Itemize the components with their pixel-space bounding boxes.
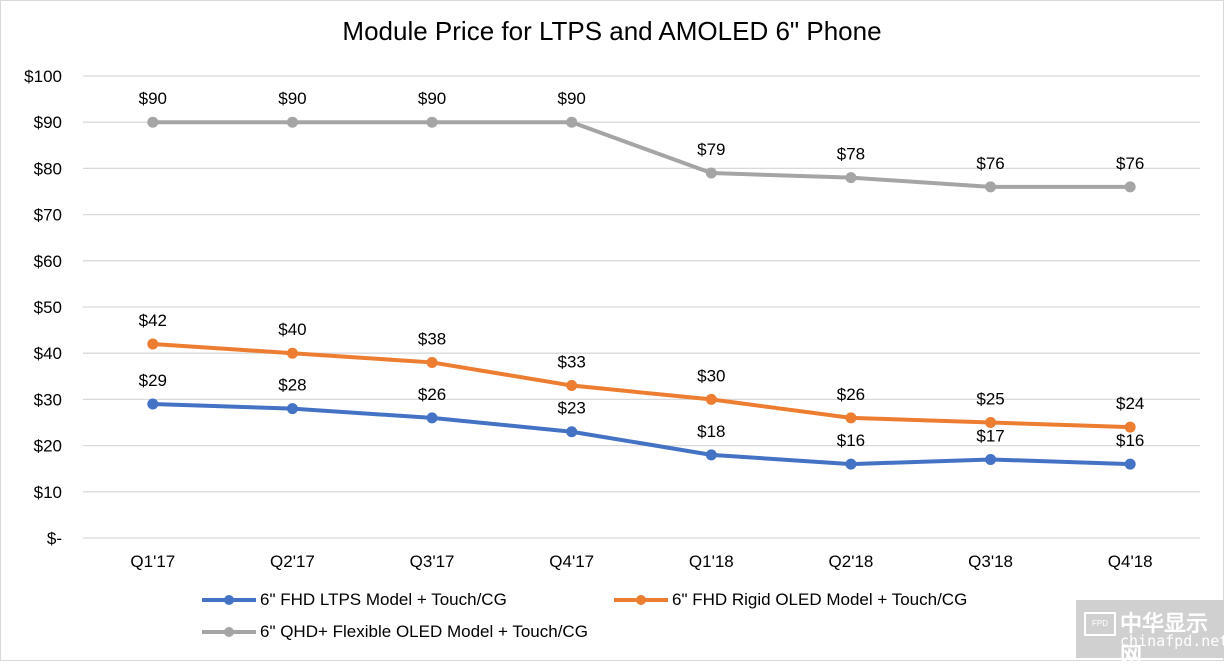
x-tick-label: Q1'18 bbox=[689, 552, 734, 571]
data-point bbox=[286, 347, 298, 359]
watermark: FPD 中华显示网 chinafpd.net bbox=[1076, 600, 1224, 668]
x-tick-label: Q2'17 bbox=[270, 552, 315, 571]
series-lines bbox=[147, 116, 1136, 470]
y-tick-label: $80 bbox=[34, 159, 62, 178]
x-tick-label: Q4'18 bbox=[1108, 552, 1153, 571]
data-label: $90 bbox=[139, 89, 167, 108]
y-axis-ticks: $- $10 $20 $30 $40 $50 $60 $70 $80 $90 $100 bbox=[24, 67, 62, 548]
data-label: $26 bbox=[418, 385, 446, 404]
series-line bbox=[152, 120, 1131, 189]
x-axis-ticks: Q1'17 Q2'17 Q3'17 Q4'17 Q1'18 Q2'18 Q3'18 Q4'18 bbox=[130, 552, 1152, 571]
data-label: $23 bbox=[558, 399, 586, 418]
data-point bbox=[845, 412, 857, 424]
data-point bbox=[426, 412, 438, 424]
gridlines bbox=[83, 75, 1200, 539]
data-point bbox=[705, 449, 717, 461]
x-tick-label: Q3'17 bbox=[410, 552, 455, 571]
data-label: $25 bbox=[976, 390, 1004, 409]
y-tick-label: $40 bbox=[34, 344, 62, 363]
legend-item-rigid-oled[interactable]: 6" FHD Rigid OLED Model + Touch/CG bbox=[612, 590, 967, 610]
y-tick-label: $60 bbox=[34, 252, 62, 271]
data-point bbox=[147, 338, 159, 350]
y-tick-label: $20 bbox=[34, 437, 62, 456]
data-point bbox=[566, 116, 578, 128]
data-point bbox=[286, 403, 298, 415]
data-label: $18 bbox=[697, 422, 725, 441]
watermark-en: chinafpd.net bbox=[1120, 632, 1224, 650]
data-label: $33 bbox=[558, 353, 586, 372]
data-point bbox=[286, 116, 298, 128]
legend-marker-flexible-oled bbox=[202, 627, 256, 637]
x-tick-label: Q2'18 bbox=[829, 552, 874, 571]
data-label: $17 bbox=[976, 426, 1004, 445]
data-label: $76 bbox=[1116, 154, 1144, 173]
y-tick-label: $10 bbox=[34, 483, 62, 502]
data-label: $16 bbox=[837, 431, 865, 450]
data-label: $78 bbox=[837, 145, 865, 164]
data-label: $38 bbox=[418, 329, 446, 348]
data-point bbox=[985, 181, 997, 193]
data-point bbox=[845, 458, 857, 470]
data-label: $40 bbox=[278, 320, 306, 339]
data-point bbox=[1124, 421, 1136, 433]
data-label: $29 bbox=[139, 371, 167, 390]
data-point bbox=[566, 380, 578, 392]
data-label: $42 bbox=[139, 311, 167, 330]
x-tick-label: Q3'18 bbox=[968, 552, 1013, 571]
legend-item-ltps[interactable]: 6" FHD LTPS Model + Touch/CG bbox=[200, 590, 507, 610]
data-label: $90 bbox=[418, 89, 446, 108]
data-label: $30 bbox=[697, 366, 725, 385]
y-tick-label: $100 bbox=[24, 67, 62, 86]
data-point bbox=[426, 356, 438, 368]
data-point bbox=[566, 426, 578, 438]
data-label: $16 bbox=[1116, 431, 1144, 450]
data-label: $26 bbox=[837, 385, 865, 404]
data-label: $79 bbox=[697, 140, 725, 159]
data-labels: $29 $28 $26 $23 $18 $16 $17 $16 $42 $40 $38 $33 $30 $… bbox=[139, 89, 1145, 450]
series-line bbox=[152, 402, 1131, 467]
data-point bbox=[845, 172, 857, 184]
y-tick-label: $- bbox=[47, 529, 62, 548]
y-tick-label: $50 bbox=[34, 298, 62, 317]
legend-label-ltps: 6" FHD LTPS Model + Touch/CG bbox=[260, 590, 507, 609]
y-tick-label: $90 bbox=[34, 113, 62, 132]
x-tick-label: Q4'17 bbox=[549, 552, 594, 571]
data-label: $90 bbox=[278, 89, 306, 108]
legend-marker-rigid-oled bbox=[614, 595, 668, 605]
y-tick-label: $30 bbox=[34, 390, 62, 409]
data-label: $90 bbox=[558, 89, 586, 108]
chart-title: Module Price for LTPS and AMOLED 6" Phon… bbox=[342, 16, 882, 46]
data-point bbox=[985, 453, 997, 465]
data-label: $76 bbox=[976, 154, 1004, 173]
data-point bbox=[985, 417, 997, 428]
legend-item-flexible-oled[interactable]: 6" QHD+ Flexible OLED Model + Touch/CG bbox=[200, 622, 588, 642]
legend-marker-ltps bbox=[202, 595, 256, 605]
monitor-icon: FPD bbox=[1084, 612, 1116, 636]
x-tick-label: Q1'17 bbox=[130, 552, 175, 571]
data-label: $24 bbox=[1116, 394, 1144, 413]
data-point bbox=[147, 116, 159, 128]
legend-label-flexible-oled: 6" QHD+ Flexible OLED Model + Touch/CG bbox=[260, 622, 588, 641]
data-point bbox=[705, 393, 717, 405]
data-point bbox=[147, 398, 159, 410]
data-point bbox=[705, 167, 717, 179]
data-point bbox=[426, 116, 438, 128]
data-point bbox=[1124, 458, 1136, 470]
series-line bbox=[152, 341, 1131, 430]
y-tick-label: $70 bbox=[34, 206, 62, 225]
data-point bbox=[1124, 181, 1136, 193]
legend-label-rigid-oled: 6" FHD Rigid OLED Model + Touch/CG bbox=[672, 590, 968, 609]
data-label: $28 bbox=[278, 376, 306, 395]
